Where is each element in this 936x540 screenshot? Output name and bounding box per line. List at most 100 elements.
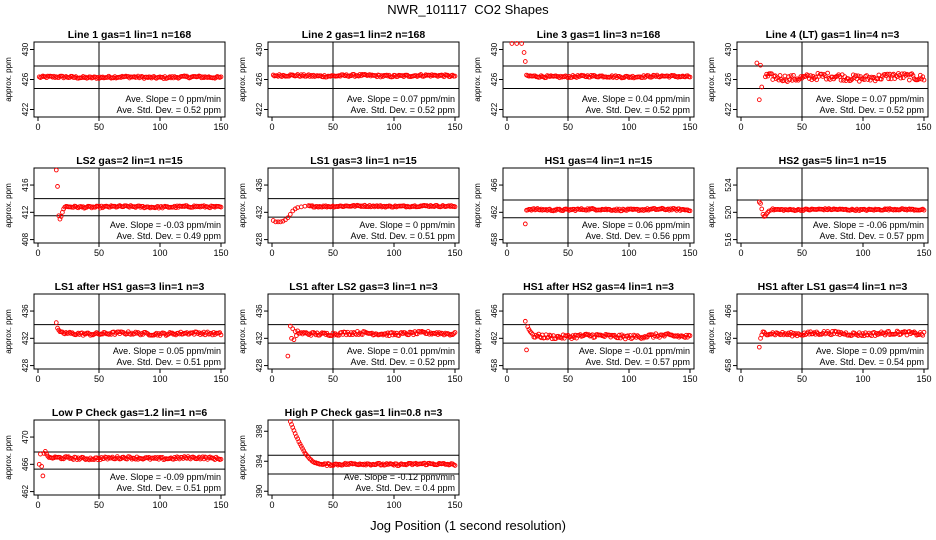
data-point bbox=[287, 212, 293, 217]
data-point bbox=[780, 329, 785, 335]
data-point bbox=[843, 330, 849, 336]
y-tick-label: 462 bbox=[21, 484, 30, 498]
data-point bbox=[80, 74, 86, 79]
plot-frame bbox=[33, 293, 226, 370]
chart-panel: HS1 after LS1 gas=4 lin=1 n=3 0 50 100 150 45… bbox=[707, 281, 932, 384]
chart-panel: Line 4 (LT) gas=1 lin=4 n=3 0 50 100 150 422 4… bbox=[707, 29, 932, 132]
data-point bbox=[509, 41, 515, 46]
std-dev-annotation: Ave. Std. Dev. = 0.51 ppm bbox=[117, 357, 221, 367]
data-point bbox=[384, 332, 390, 338]
slope-annotation: Ave. Slope = -0.03 ppm/min bbox=[110, 220, 221, 230]
y-tick-label: 524 bbox=[724, 178, 733, 192]
data-point bbox=[292, 329, 298, 334]
x-tick-label: 50 bbox=[328, 122, 338, 132]
data-point bbox=[294, 434, 299, 439]
data-point bbox=[342, 330, 348, 335]
x-tick-label: 0 bbox=[504, 248, 509, 258]
y-tick-label: 466 bbox=[724, 304, 733, 318]
y-tick-label: 422 bbox=[724, 102, 733, 116]
data-point bbox=[671, 73, 677, 78]
data-point bbox=[766, 208, 772, 214]
data-point bbox=[921, 77, 927, 83]
x-tick-label: 150 bbox=[447, 374, 462, 384]
y-tick-label: 466 bbox=[21, 457, 30, 471]
x-tick-label: 0 bbox=[738, 122, 743, 132]
data-point bbox=[900, 75, 906, 81]
y-tick-label: 426 bbox=[724, 72, 733, 86]
data-point bbox=[452, 463, 458, 468]
x-tick-label: 0 bbox=[269, 374, 274, 384]
data-point bbox=[207, 454, 213, 460]
data-point bbox=[911, 329, 917, 335]
chart-title: HS1 after HS2 gas=4 lin=1 n=3 bbox=[523, 281, 674, 293]
data-point bbox=[800, 332, 806, 338]
x-tick-label: 0 bbox=[738, 374, 743, 384]
data-point bbox=[514, 41, 520, 46]
plot-frame bbox=[502, 293, 695, 370]
y-axis-label: approx. ppm bbox=[238, 183, 247, 228]
y-axis-label: approx. ppm bbox=[707, 309, 716, 354]
y-tick-label: 422 bbox=[21, 102, 30, 116]
data-point bbox=[522, 221, 528, 227]
data-point bbox=[53, 320, 59, 325]
y-axis-label: approx. ppm bbox=[4, 309, 13, 354]
data-point bbox=[217, 330, 223, 335]
data-point bbox=[522, 59, 528, 64]
y-tick-label: 432 bbox=[255, 205, 264, 219]
x-tick-label: 0 bbox=[269, 500, 274, 510]
std-dev-annotation: Ave. Std. Dev. = 0.51 ppm bbox=[117, 483, 221, 493]
data-point bbox=[447, 332, 453, 338]
std-dev-annotation: Ave. Std. Dev. = 0.51 ppm bbox=[351, 231, 455, 241]
data-point bbox=[290, 326, 296, 332]
std-dev-annotation: Ave. Std. Dev. = 0.52 ppm bbox=[586, 105, 690, 115]
data-point bbox=[184, 203, 190, 209]
std-dev-annotation: Ave. Std. Dev. = 0.57 ppm bbox=[586, 357, 690, 367]
data-point bbox=[763, 74, 768, 80]
data-point bbox=[42, 449, 48, 454]
x-tick-label: 50 bbox=[563, 248, 573, 258]
data-point bbox=[571, 335, 577, 340]
x-tick-label: 50 bbox=[797, 248, 807, 258]
y-tick-label: 432 bbox=[21, 331, 30, 345]
data-point bbox=[218, 456, 224, 462]
data-point bbox=[836, 329, 841, 335]
x-tick-label: 150 bbox=[213, 248, 228, 258]
chart-title: Line 4 (LT) gas=1 lin=4 n=3 bbox=[766, 29, 900, 41]
y-tick-label: 422 bbox=[255, 102, 264, 116]
chart-panel: HS2 gas=5 lin=1 n=15 0 50 100 150 516 520 524 ap… bbox=[707, 155, 932, 258]
std-dev-annotation: Ave. Std. Dev. = 0.52 ppm bbox=[820, 105, 924, 115]
chart-title: Low P Check gas=1.2 lin=1 n=6 bbox=[52, 407, 207, 419]
y-tick-label: 520 bbox=[724, 205, 733, 219]
data-point bbox=[805, 329, 811, 335]
data-point bbox=[754, 60, 760, 66]
chart-panel: HS1 after HS2 gas=4 lin=1 n=3 0 50 100 150 45… bbox=[473, 281, 698, 384]
x-tick-label: 150 bbox=[916, 122, 931, 132]
y-tick-label: 426 bbox=[255, 72, 264, 86]
chart-title: Line 3 gas=1 lin=3 n=168 bbox=[537, 29, 661, 41]
data-point bbox=[788, 73, 794, 79]
x-tick-label: 50 bbox=[94, 248, 104, 258]
data-point bbox=[294, 333, 299, 338]
y-tick-label: 430 bbox=[21, 42, 30, 56]
data-point bbox=[758, 201, 763, 206]
chart-title: HS2 gas=5 lin=1 n=15 bbox=[779, 155, 887, 167]
chart-panel: HS1 gas=4 lin=1 n=15 0 50 100 150 458 462 466 ap… bbox=[473, 155, 698, 258]
x-tick-label: 150 bbox=[447, 500, 462, 510]
data-point bbox=[685, 73, 690, 79]
x-tick-label: 0 bbox=[269, 248, 274, 258]
data-point bbox=[756, 97, 762, 103]
data-point bbox=[384, 72, 390, 78]
y-tick-label: 430 bbox=[255, 42, 264, 56]
y-tick-label: 436 bbox=[255, 304, 264, 318]
data-point bbox=[555, 333, 561, 339]
data-point bbox=[298, 443, 304, 449]
slope-annotation: Ave. Slope = 0 ppm/min bbox=[359, 220, 455, 230]
data-point bbox=[615, 335, 621, 341]
chart-panel: Low P Check gas=1.2 lin=1 n=6 0 50 100 150 46… bbox=[4, 407, 229, 510]
y-axis-label: approx. ppm bbox=[707, 57, 716, 102]
data-point bbox=[285, 215, 291, 221]
data-point bbox=[273, 219, 279, 225]
data-point bbox=[280, 218, 286, 224]
x-tick-label: 0 bbox=[35, 500, 40, 510]
data-point bbox=[838, 77, 844, 83]
